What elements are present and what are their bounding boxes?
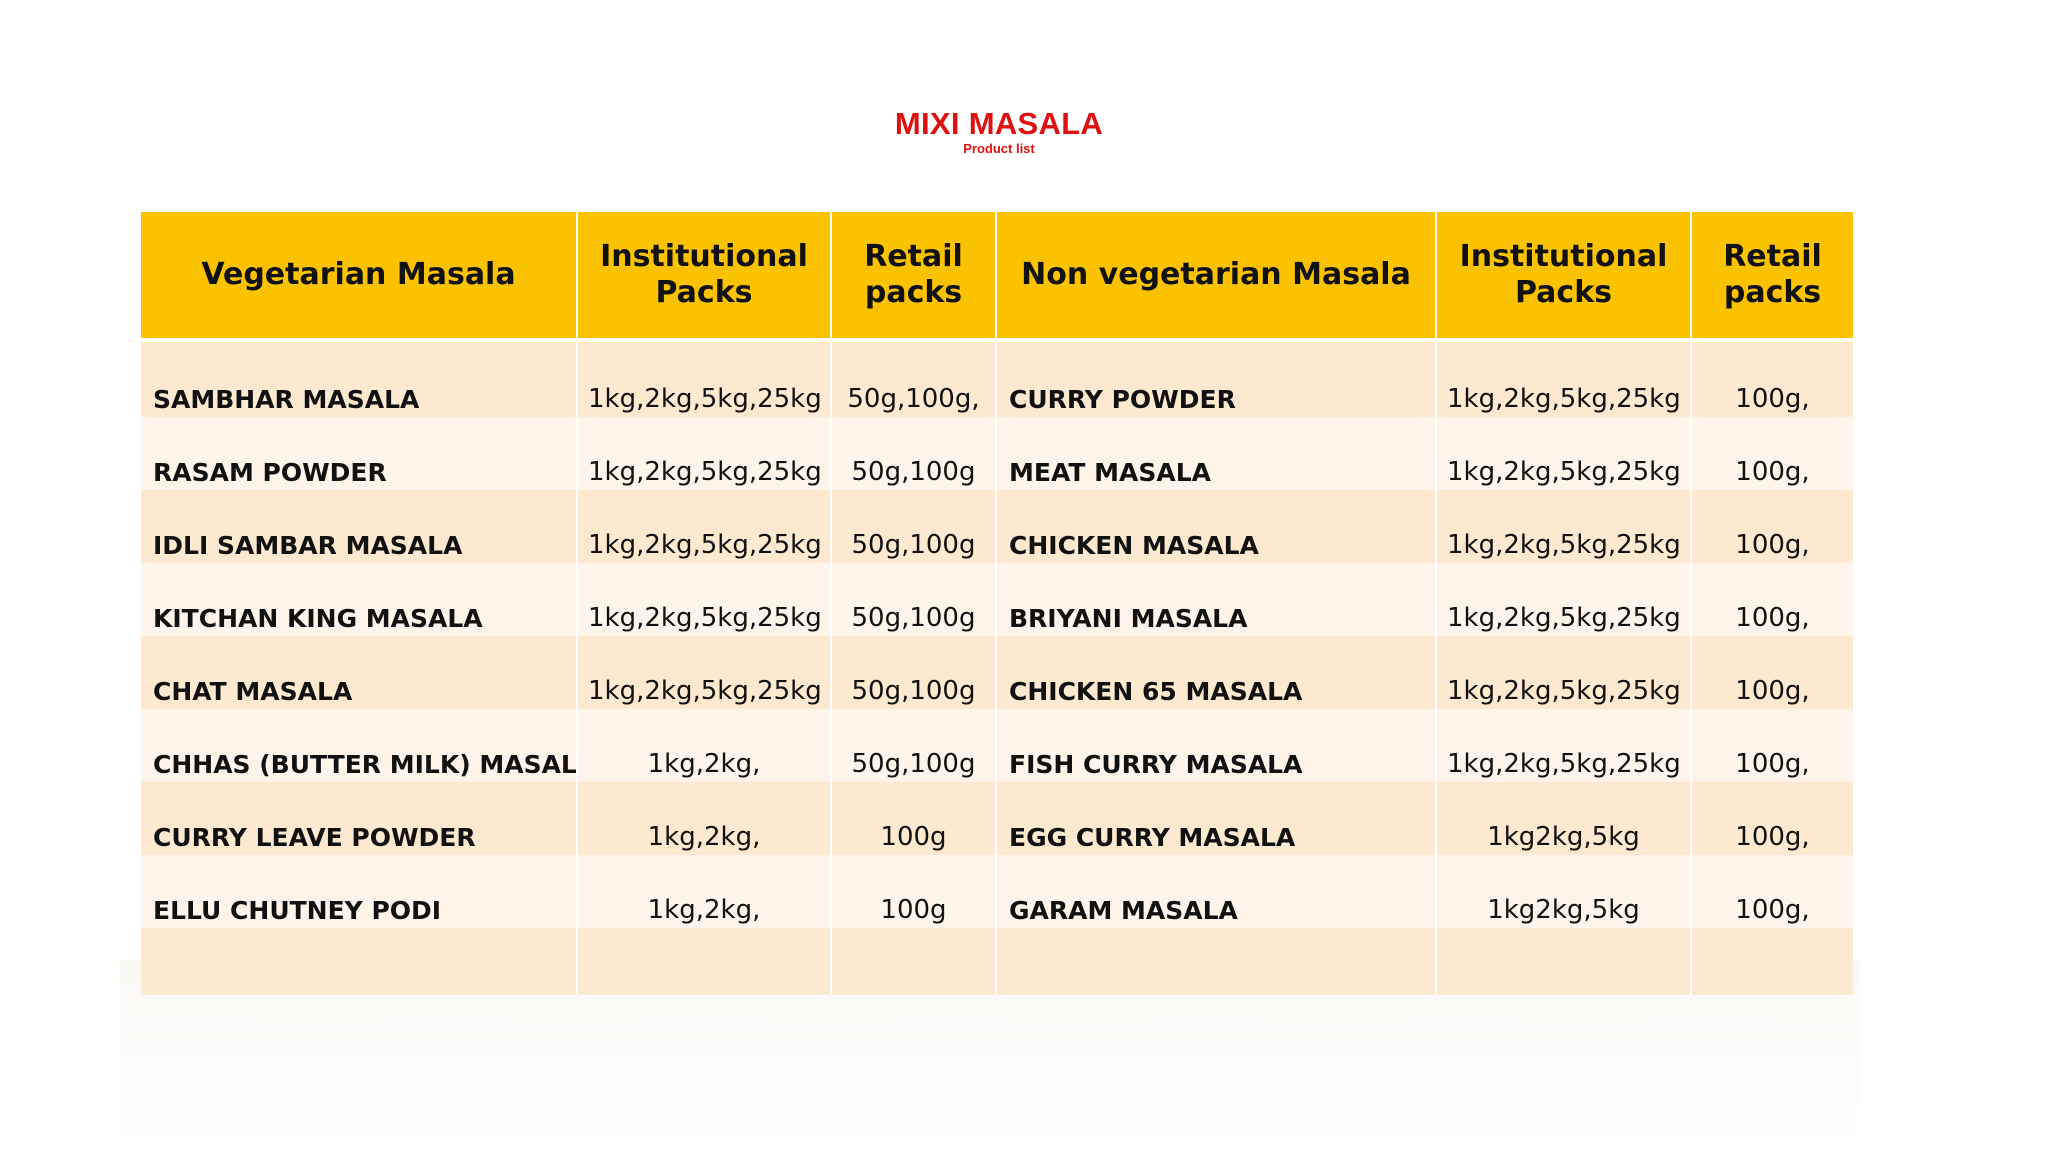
veg-institutional-packs: 1kg,2kg, — [577, 709, 832, 782]
empty-cell — [1436, 928, 1692, 995]
veg-product-name: CHAT MASALA — [141, 636, 578, 709]
veg-retail-packs: 50g,100g — [831, 563, 997, 636]
nonveg-retail-packs: 100g, — [1691, 782, 1853, 855]
column-header-retail-packs: Retail packs — [1691, 212, 1853, 342]
table-row: SAMBHAR MASALA 1kg,2kg,5kg,25kg 50g,100g… — [141, 340, 1853, 417]
table-row: ELLU CHUTNEY PODI 1kg,2kg, 100g GARAM MA… — [141, 855, 1853, 928]
table-row-empty — [141, 928, 1853, 995]
table-header-row: Vegetarian Masala Institutional Packs Re… — [141, 212, 1853, 342]
column-header-non-vegetarian-masala: Non vegetarian Masala — [996, 212, 1437, 342]
veg-retail-packs: 100g — [831, 782, 997, 855]
nonveg-product-name: CURRY POWDER — [996, 340, 1437, 417]
nonveg-retail-packs: 100g, — [1691, 490, 1853, 563]
veg-institutional-packs: 1kg,2kg,5kg,25kg — [577, 636, 832, 709]
veg-product-name: CHHAS (BUTTER MILK) MASALA — [141, 709, 578, 782]
veg-product-name: IDLI SAMBAR MASALA — [141, 490, 578, 563]
page-title: MIXI MASALA — [894, 106, 1104, 141]
table-row: CHHAS (BUTTER MILK) MASALA 1kg,2kg, 50g,… — [141, 709, 1853, 782]
empty-cell — [996, 928, 1437, 995]
nonveg-retail-packs: 100g, — [1691, 709, 1853, 782]
veg-institutional-packs: 1kg,2kg,5kg,25kg — [577, 490, 832, 563]
title-block: MIXI MASALA Product list — [0, 106, 1998, 156]
table-row: RASAM POWDER 1kg,2kg,5kg,25kg 50g,100g M… — [141, 417, 1853, 490]
empty-cell — [1691, 928, 1853, 995]
table-row: CHAT MASALA 1kg,2kg,5kg,25kg 50g,100g CH… — [141, 636, 1853, 709]
empty-cell — [141, 928, 578, 995]
nonveg-institutional-packs: 1kg2kg,5kg — [1436, 782, 1692, 855]
veg-institutional-packs: 1kg,2kg,5kg,25kg — [577, 340, 832, 417]
nonveg-institutional-packs: 1kg,2kg,5kg,25kg — [1436, 417, 1692, 490]
nonveg-retail-packs: 100g, — [1691, 636, 1853, 709]
table-row: KITCHAN KING MASALA 1kg,2kg,5kg,25kg 50g… — [141, 563, 1853, 636]
veg-retail-packs: 50g,100g, — [831, 340, 997, 417]
veg-product-name: ELLU CHUTNEY PODI — [141, 855, 578, 928]
veg-retail-packs: 50g,100g — [831, 490, 997, 563]
nonveg-retail-packs: 100g, — [1691, 855, 1853, 928]
veg-institutional-packs: 1kg,2kg,5kg,25kg — [577, 417, 832, 490]
veg-retail-packs: 50g,100g — [831, 709, 997, 782]
empty-cell — [831, 928, 997, 995]
nonveg-retail-packs: 100g, — [1691, 563, 1853, 636]
veg-institutional-packs: 1kg,2kg, — [577, 855, 832, 928]
column-header-institutional-packs: Institutional Packs — [577, 212, 832, 342]
nonveg-retail-packs: 100g, — [1691, 417, 1853, 490]
product-table: Vegetarian Masala Institutional Packs Re… — [141, 212, 1853, 995]
nonveg-institutional-packs: 1kg2kg,5kg — [1436, 855, 1692, 928]
page-subtitle: Product list — [963, 141, 1035, 156]
veg-retail-packs: 100g — [831, 855, 997, 928]
nonveg-product-name: MEAT MASALA — [996, 417, 1437, 490]
nonveg-institutional-packs: 1kg,2kg,5kg,25kg — [1436, 563, 1692, 636]
veg-retail-packs: 50g,100g — [831, 636, 997, 709]
nonveg-product-name: CHICKEN MASALA — [996, 490, 1437, 563]
nonveg-institutional-packs: 1kg,2kg,5kg,25kg — [1436, 636, 1692, 709]
veg-retail-packs: 50g,100g — [831, 417, 997, 490]
veg-institutional-packs: 1kg,2kg, — [577, 782, 832, 855]
column-header-retail-packs: Retail packs — [831, 212, 997, 342]
nonveg-product-name: EGG CURRY MASALA — [996, 782, 1437, 855]
empty-cell — [577, 928, 832, 995]
table-row: CURRY LEAVE POWDER 1kg,2kg, 100g EGG CUR… — [141, 782, 1853, 855]
veg-institutional-packs: 1kg,2kg,5kg,25kg — [577, 563, 832, 636]
nonveg-product-name: GARAM MASALA — [996, 855, 1437, 928]
nonveg-product-name: BRIYANI MASALA — [996, 563, 1437, 636]
nonveg-institutional-packs: 1kg,2kg,5kg,25kg — [1436, 709, 1692, 782]
veg-product-name: SAMBHAR MASALA — [141, 340, 578, 417]
table-row: IDLI SAMBAR MASALA 1kg,2kg,5kg,25kg 50g,… — [141, 490, 1853, 563]
nonveg-product-name: CHICKEN 65 MASALA — [996, 636, 1437, 709]
nonveg-institutional-packs: 1kg,2kg,5kg,25kg — [1436, 490, 1692, 563]
nonveg-institutional-packs: 1kg,2kg,5kg,25kg — [1436, 340, 1692, 417]
nonveg-retail-packs: 100g, — [1691, 340, 1853, 417]
veg-product-name: RASAM POWDER — [141, 417, 578, 490]
veg-product-name: CURRY LEAVE POWDER — [141, 782, 578, 855]
veg-product-name: KITCHAN KING MASALA — [141, 563, 578, 636]
column-header-institutional-packs: Institutional Packs — [1436, 212, 1692, 342]
nonveg-product-name: FISH CURRY MASALA — [996, 709, 1437, 782]
column-header-vegetarian-masala: Vegetarian Masala — [141, 212, 578, 342]
